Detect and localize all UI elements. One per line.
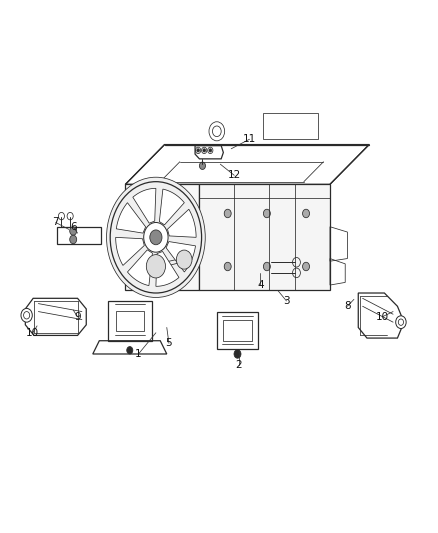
Circle shape (150, 230, 162, 245)
Polygon shape (127, 250, 152, 286)
Text: 2: 2 (235, 360, 242, 369)
Circle shape (224, 262, 231, 271)
Text: 10: 10 (376, 312, 389, 322)
Text: 5: 5 (166, 338, 172, 349)
Circle shape (209, 149, 212, 152)
Circle shape (303, 209, 310, 217)
Text: 6: 6 (70, 222, 77, 232)
Circle shape (396, 316, 406, 328)
Circle shape (70, 227, 77, 235)
Circle shape (177, 250, 192, 269)
Circle shape (21, 309, 32, 322)
Text: 8: 8 (344, 301, 351, 311)
Circle shape (303, 262, 310, 271)
Text: 4: 4 (257, 280, 264, 290)
Circle shape (199, 162, 205, 169)
Circle shape (263, 209, 270, 217)
Text: 10: 10 (26, 328, 39, 338)
Polygon shape (159, 189, 184, 225)
Polygon shape (156, 252, 179, 286)
Polygon shape (199, 184, 330, 290)
Polygon shape (166, 241, 195, 272)
Text: 7: 7 (53, 217, 59, 228)
Circle shape (127, 346, 133, 354)
Text: 9: 9 (74, 312, 81, 322)
Bar (116, 311, 144, 331)
Polygon shape (125, 184, 199, 290)
Circle shape (224, 209, 231, 217)
Circle shape (106, 177, 205, 297)
Circle shape (263, 262, 270, 271)
Text: 3: 3 (283, 296, 290, 306)
Circle shape (144, 222, 168, 252)
Text: 1: 1 (135, 349, 142, 359)
Circle shape (234, 350, 241, 358)
Text: 12: 12 (228, 171, 241, 180)
Circle shape (70, 235, 77, 244)
Polygon shape (133, 188, 156, 223)
Circle shape (203, 149, 205, 152)
Polygon shape (167, 209, 196, 237)
Polygon shape (117, 203, 145, 233)
Bar (223, 319, 252, 341)
Circle shape (146, 255, 166, 278)
Polygon shape (116, 237, 144, 265)
Text: 11: 11 (243, 134, 256, 144)
Circle shape (197, 149, 199, 152)
